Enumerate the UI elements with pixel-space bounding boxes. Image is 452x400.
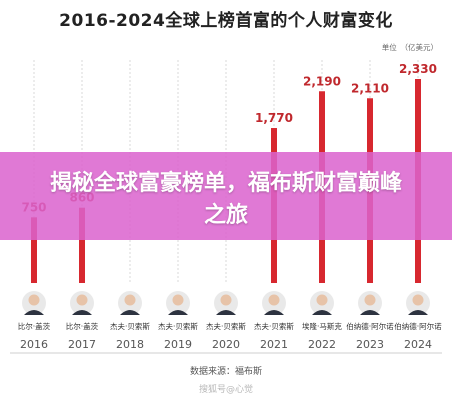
chart-title: 2016-2024全球上榜首富的个人财富变化 <box>59 11 393 31</box>
face-shape <box>364 294 376 306</box>
bar-2016 <box>31 217 37 283</box>
face-shape <box>220 294 232 306</box>
person-name-2023: 伯纳德·阿尔诺 <box>346 321 394 331</box>
watermark: 搜狐号@心觉 <box>198 385 253 395</box>
bar-2017 <box>79 207 85 283</box>
tick-label-2019: 2019 <box>164 338 192 351</box>
value-label-2023: 2,110 <box>351 81 389 95</box>
face-shape <box>412 294 424 306</box>
face-shape <box>268 294 280 306</box>
tick-label-2018: 2018 <box>116 338 144 351</box>
person-name-2017: 比尔·盖茨 <box>66 321 99 331</box>
face-shape <box>76 294 88 306</box>
suit-shape <box>72 310 92 315</box>
value-label-2022: 2,190 <box>303 74 341 88</box>
banner-title: 揭秘全球富豪榜单，福布斯财富巅峰之旅 <box>49 171 402 228</box>
tick-label-2021: 2021 <box>260 338 288 351</box>
value-label-2024: 2,330 <box>399 62 437 76</box>
suit-shape <box>264 310 284 315</box>
unit-label: 单位 （亿美元） <box>381 43 438 52</box>
suit-shape <box>408 310 428 315</box>
suit-shape <box>120 310 140 315</box>
face-shape <box>316 294 328 306</box>
suit-shape <box>168 310 188 315</box>
face-shape <box>172 294 184 306</box>
person-name-2019: 杰夫·贝索斯 <box>158 321 198 331</box>
source-label: 数据来源：福布斯 <box>189 367 262 377</box>
suit-shape <box>312 310 332 315</box>
suit-shape <box>24 310 44 315</box>
tick-label-2023: 2023 <box>356 338 384 351</box>
person-name-2022: 埃隆·马斯克 <box>302 321 342 331</box>
face-shape <box>124 294 136 306</box>
suit-shape <box>216 310 236 315</box>
person-name-2016: 比尔·盖茨 <box>18 321 51 331</box>
person-name-2024: 伯纳德·阿尔诺 <box>394 321 442 331</box>
tick-label-2017: 2017 <box>68 338 96 351</box>
overlay-banner: 揭秘全球富豪榜单，福布斯财富巅峰之旅 <box>0 152 452 240</box>
person-name-2021: 杰夫·贝索斯 <box>254 321 294 331</box>
tick-label-2016: 2016 <box>20 338 48 351</box>
tick-label-2022: 2022 <box>308 338 336 351</box>
value-label-2021: 1,770 <box>255 111 293 125</box>
person-name-2018: 杰夫·贝索斯 <box>110 321 150 331</box>
suit-shape <box>360 310 380 315</box>
tick-label-2020: 2020 <box>212 338 240 351</box>
face-shape <box>28 294 40 306</box>
person-name-2020: 杰夫·贝索斯 <box>206 321 246 331</box>
tick-label-2024: 2024 <box>404 338 432 351</box>
